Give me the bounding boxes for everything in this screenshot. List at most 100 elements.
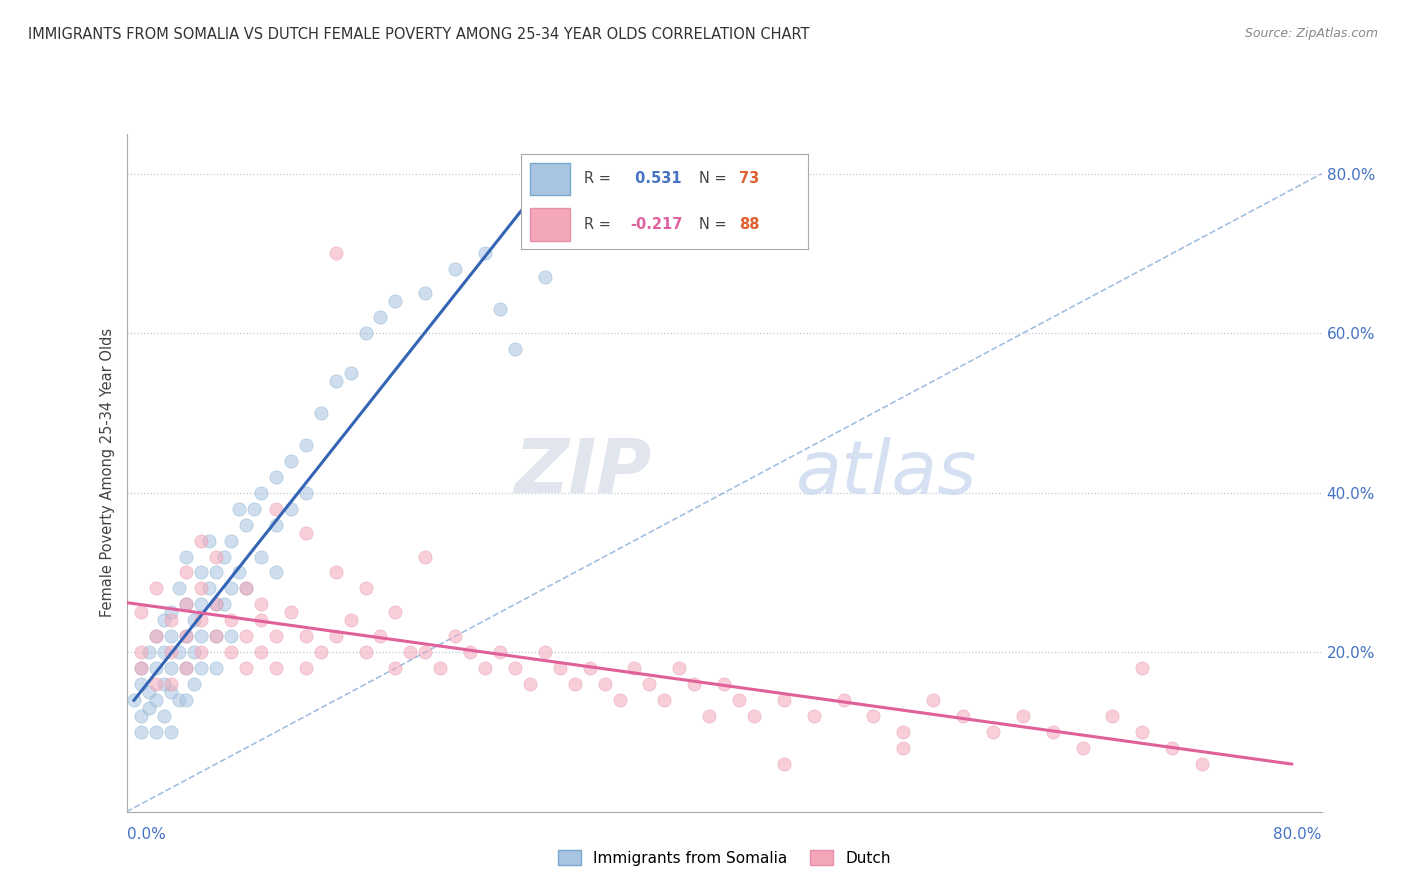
Point	[160, 629, 183, 643]
Point	[503, 661, 526, 675]
Point	[190, 613, 212, 627]
Point	[264, 661, 287, 675]
Point	[893, 725, 915, 739]
Point	[952, 709, 974, 723]
Point	[205, 549, 228, 564]
Point	[167, 645, 190, 659]
Point	[309, 406, 332, 420]
Point	[131, 661, 153, 675]
Point	[219, 582, 242, 596]
Y-axis label: Female Poverty Among 25-34 Year Olds: Female Poverty Among 25-34 Year Olds	[100, 328, 115, 617]
Point	[1071, 740, 1094, 755]
Point	[294, 438, 316, 452]
Point	[174, 661, 197, 675]
Point	[145, 677, 167, 691]
Point	[250, 549, 273, 564]
Point	[638, 677, 661, 691]
Point	[138, 701, 160, 715]
Point	[862, 709, 884, 723]
Point	[160, 605, 183, 619]
Point	[190, 566, 212, 580]
Point	[474, 661, 496, 675]
Point	[832, 693, 855, 707]
Point	[683, 677, 706, 691]
Point	[1130, 661, 1153, 675]
Point	[131, 709, 153, 723]
Point	[228, 566, 250, 580]
Point	[160, 685, 183, 699]
Point	[174, 549, 197, 564]
Point	[219, 613, 242, 627]
Point	[294, 525, 316, 540]
Point	[773, 756, 796, 771]
Point	[325, 374, 347, 388]
Point	[1042, 725, 1064, 739]
Point	[145, 629, 167, 643]
Point	[280, 501, 302, 516]
Point	[503, 342, 526, 356]
Point	[219, 645, 242, 659]
Point	[339, 613, 361, 627]
Text: ZIP: ZIP	[515, 436, 652, 509]
Point	[354, 582, 377, 596]
Point	[415, 549, 437, 564]
Point	[1011, 709, 1033, 723]
Point	[174, 598, 197, 612]
Point	[190, 582, 212, 596]
Point	[489, 302, 512, 317]
Point	[122, 693, 145, 707]
Point	[474, 246, 496, 260]
Point	[534, 645, 557, 659]
Point	[205, 598, 228, 612]
Point	[399, 645, 422, 659]
Point	[578, 661, 600, 675]
Point	[922, 693, 945, 707]
Point	[325, 566, 347, 580]
Point	[564, 677, 586, 691]
Point	[652, 693, 675, 707]
Point	[190, 661, 212, 675]
Point	[519, 677, 541, 691]
Point	[131, 645, 153, 659]
Point	[534, 270, 557, 285]
Text: Source: ZipAtlas.com: Source: ZipAtlas.com	[1244, 27, 1378, 40]
Point	[145, 661, 167, 675]
Point	[235, 582, 257, 596]
Point	[773, 693, 796, 707]
Point	[145, 629, 167, 643]
Point	[444, 262, 467, 277]
Point	[294, 661, 316, 675]
Point	[153, 645, 176, 659]
Point	[803, 709, 825, 723]
Point	[444, 629, 467, 643]
Point	[742, 709, 765, 723]
Point	[309, 645, 332, 659]
Point	[160, 613, 183, 627]
Point	[183, 677, 205, 691]
Point	[623, 661, 645, 675]
Point	[893, 740, 915, 755]
Point	[1161, 740, 1184, 755]
Point	[174, 661, 197, 675]
Point	[370, 629, 392, 643]
Text: 80.0%: 80.0%	[1274, 827, 1322, 841]
Text: 0.0%: 0.0%	[127, 827, 166, 841]
Point	[167, 693, 190, 707]
Point	[250, 485, 273, 500]
Point	[354, 645, 377, 659]
Point	[668, 661, 690, 675]
Point	[354, 326, 377, 341]
Point	[212, 598, 235, 612]
Point	[174, 629, 197, 643]
Point	[160, 677, 183, 691]
Point	[294, 629, 316, 643]
Point	[131, 661, 153, 675]
Point	[280, 605, 302, 619]
Point	[250, 645, 273, 659]
Point	[1130, 725, 1153, 739]
Point	[138, 685, 160, 699]
Point	[183, 613, 205, 627]
Point	[219, 629, 242, 643]
Point	[174, 566, 197, 580]
Point	[205, 661, 228, 675]
